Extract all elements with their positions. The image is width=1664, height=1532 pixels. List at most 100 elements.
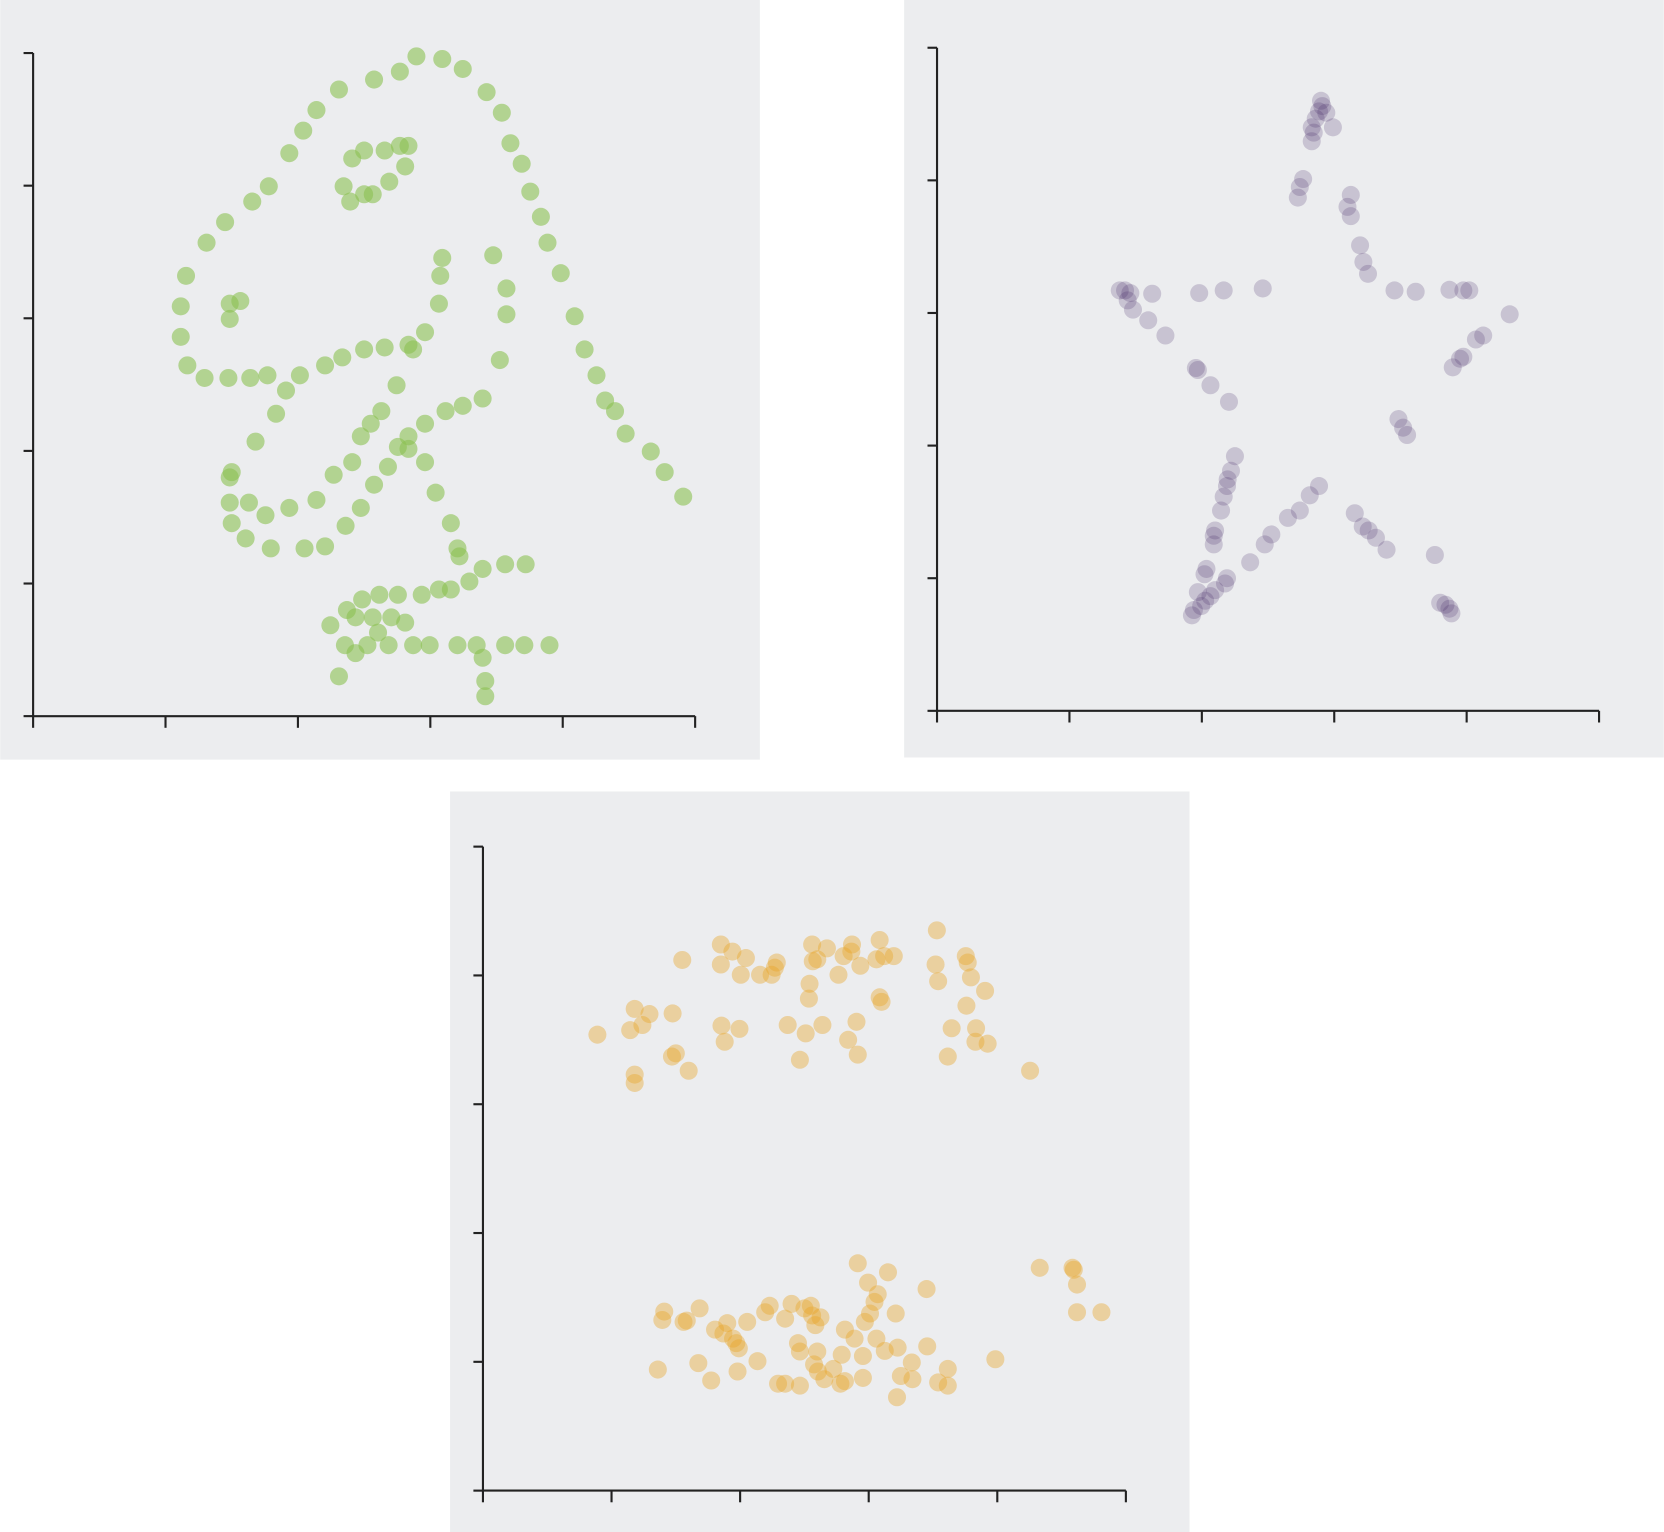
scatter-point: [399, 427, 418, 446]
scatter-point: [929, 1373, 948, 1392]
scatter-point: [1440, 599, 1459, 618]
scatter-point: [416, 323, 435, 342]
scatter-point: [355, 185, 374, 204]
scatter-point: [679, 1061, 698, 1080]
scatter-point: [258, 366, 277, 385]
panel-background: [904, 0, 1664, 758]
scatter-point: [776, 1374, 795, 1393]
scatter-point: [625, 999, 644, 1018]
scatter-point: [565, 307, 584, 326]
scatter-point: [1217, 477, 1237, 496]
scatter-point: [294, 121, 313, 140]
scatter-point: [878, 1263, 898, 1282]
scatter-point: [335, 636, 354, 655]
scatter-point: [666, 1044, 685, 1063]
scatter-point: [343, 453, 362, 472]
scatter-point: [399, 439, 418, 458]
scatter-point: [760, 1296, 779, 1315]
scatter-point: [1311, 91, 1331, 110]
scatter-point: [551, 264, 570, 283]
scatter-point: [769, 1374, 788, 1393]
scatter-point: [220, 468, 239, 487]
scatter-point: [1204, 526, 1223, 545]
scatter-point: [219, 368, 238, 387]
scatter-point: [641, 442, 660, 461]
scatter-point: [1196, 591, 1215, 610]
scatter-point: [280, 144, 299, 163]
scatter-point: [782, 1294, 801, 1313]
scatter-point: [515, 636, 534, 655]
scatter-point: [448, 636, 467, 655]
scatter-point: [431, 266, 450, 285]
scatter-point: [606, 402, 625, 421]
scatter-point: [1406, 282, 1425, 301]
scatter-point: [868, 1285, 887, 1304]
scatter-point: [938, 1359, 957, 1378]
scatter-point: [307, 490, 326, 509]
scatter-point: [396, 613, 415, 632]
scatter-point: [355, 340, 374, 359]
scatter-point: [1341, 185, 1360, 204]
scatter-point: [803, 952, 822, 971]
scatter-point: [365, 475, 384, 494]
scatter-point: [648, 1360, 667, 1379]
scatter-point: [790, 1342, 809, 1361]
scatter-point: [1021, 1061, 1040, 1080]
scatter-point: [375, 338, 394, 357]
scatter-point: [531, 207, 550, 226]
scatter-point: [808, 1362, 827, 1381]
scatter-point: [197, 233, 216, 252]
scatter-point: [1212, 501, 1231, 520]
scatter-point: [842, 935, 862, 954]
scatter-point: [640, 1005, 659, 1024]
scatter-point: [1197, 559, 1216, 578]
scatter-point: [521, 182, 540, 201]
scatter-point: [1385, 281, 1404, 300]
scatter-point: [715, 1032, 734, 1051]
scatter-point: [1300, 486, 1319, 505]
scatter-point: [261, 539, 280, 558]
scatter-point: [831, 1374, 850, 1393]
scatter-point: [1313, 97, 1332, 116]
scatter-point: [1092, 1303, 1111, 1322]
scatter-point: [1110, 281, 1129, 300]
scatter-point: [378, 457, 397, 476]
scatter-point: [387, 376, 406, 395]
scatter-point: [1255, 535, 1274, 554]
scatter-point: [1290, 501, 1309, 520]
scatter-point: [1440, 280, 1459, 299]
scatter-point: [1351, 236, 1370, 255]
scatter-point: [351, 498, 370, 517]
scatter-point: [727, 1334, 746, 1353]
scatter-point: [824, 1359, 843, 1378]
scatter-point: [835, 1372, 854, 1391]
scatter-point: [321, 616, 340, 635]
scatter-point: [1425, 545, 1444, 565]
scatter-point: [1143, 284, 1162, 303]
scatter-point: [917, 1280, 936, 1299]
scatter-point: [860, 1304, 880, 1323]
scatter-point: [1466, 330, 1485, 349]
scatter-point: [473, 648, 492, 667]
scatter-point: [674, 487, 693, 506]
scatter-point: [803, 935, 822, 954]
scatter-point: [1225, 447, 1244, 466]
scatter-point: [501, 134, 520, 153]
scatter-point: [496, 636, 515, 655]
scatter-point: [1206, 581, 1225, 600]
scatter-point: [476, 687, 495, 706]
scatter-point: [588, 1025, 607, 1044]
scatter-point: [1288, 188, 1307, 207]
scatter-point: [805, 1355, 824, 1374]
scatter-point: [848, 1254, 867, 1273]
scatter-point: [329, 80, 348, 99]
scatter-point: [633, 1015, 652, 1035]
scatter-point: [832, 1345, 851, 1364]
scatter-point: [978, 1034, 997, 1053]
scatter-point: [358, 636, 377, 655]
scatter-point: [801, 1296, 820, 1315]
scatter-point: [724, 1329, 743, 1348]
scatter-point: [1201, 376, 1220, 395]
scatter-point: [1345, 504, 1364, 523]
scatter-point: [903, 1370, 922, 1389]
